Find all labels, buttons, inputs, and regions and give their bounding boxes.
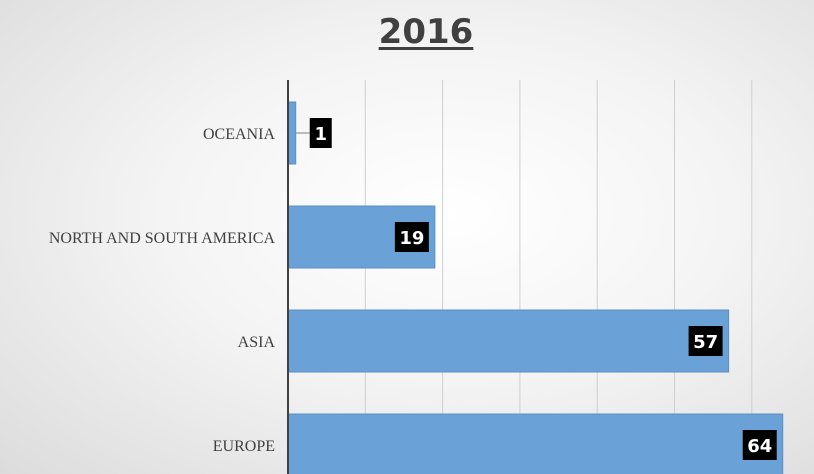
data-label-box bbox=[742, 430, 777, 460]
data-label-box bbox=[394, 222, 429, 252]
data-labels: 1 19 57 64 bbox=[295, 118, 777, 460]
category-label: OCEANIA bbox=[203, 126, 275, 143]
grid-lines bbox=[364, 80, 753, 474]
bar bbox=[287, 413, 784, 474]
category-label: NORTH AND SOUTH AMERICA bbox=[49, 230, 276, 247]
data-label: 1 bbox=[314, 124, 327, 145]
bars bbox=[287, 101, 784, 474]
category-label: ASIA bbox=[238, 334, 276, 351]
bar bbox=[287, 309, 730, 373]
chart-title: 2016 bbox=[378, 12, 474, 52]
data-label: 57 bbox=[693, 332, 718, 353]
data-label: 19 bbox=[399, 228, 424, 249]
data-label: 64 bbox=[747, 436, 772, 457]
category-label: EUROPE bbox=[213, 438, 275, 455]
data-label-box bbox=[688, 326, 723, 356]
bar bbox=[287, 101, 297, 165]
category-labels: OCEANIA NORTH AND SOUTH AMERICA ASIA EUROPE bbox=[49, 126, 276, 455]
data-label-box bbox=[309, 118, 332, 148]
